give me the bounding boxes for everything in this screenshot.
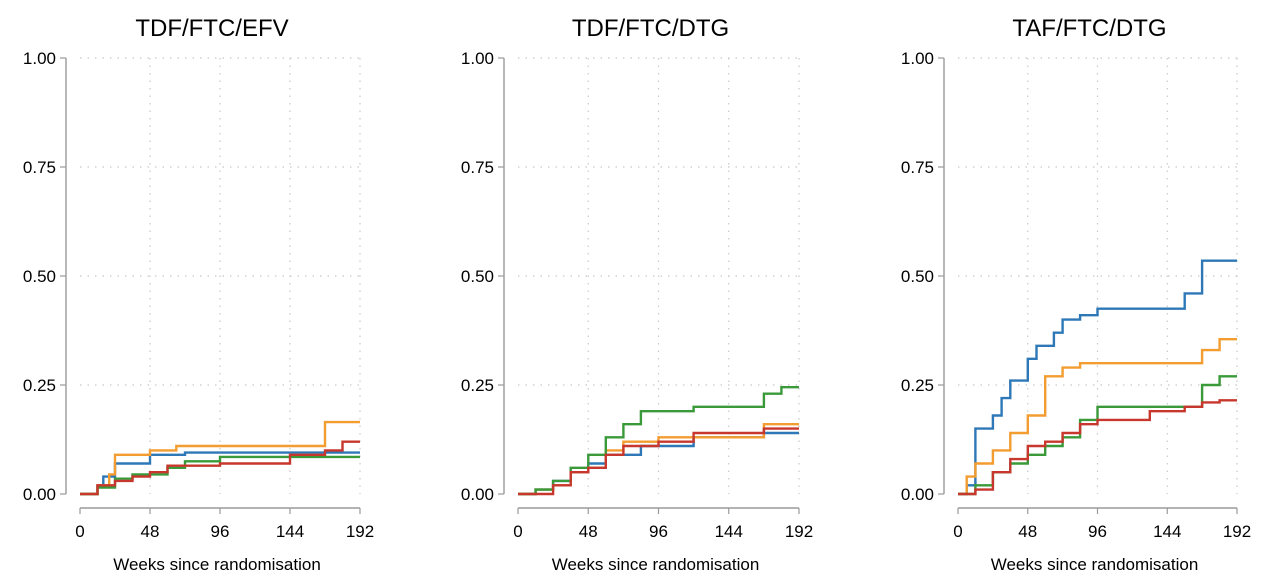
y-tick-label: 0.00 [461,485,494,504]
x-tick-label: 48 [141,522,160,541]
y-tick-label: 1.00 [23,49,56,68]
series-line-2 [958,338,1237,496]
chart-panel-3: TAF/FTC/DTG 0.00 0.25 0.50 0.75 1.00 0 48 96 144 1… [901,15,1251,574]
y-tick-label: 0.00 [901,485,934,504]
chart-panel-1: TDF/FTC/EFV 0.00 0.25 0.50 0.75 1.00 0 48 96 144 1… [23,15,374,574]
panel-title: TDF/FTC/EFV [135,15,288,42]
chart-panel-2: TDF/FTC/DTG 0.00 0.25 0.50 0.75 1.00 0 48 96 144 1… [461,15,813,574]
x-axis-title: Weeks since randomisation [113,555,321,574]
x-tick-label: 0 [75,522,84,541]
y-tick-label: 0.25 [23,376,56,395]
x-tick-label: 0 [953,522,962,541]
x-axis-title: Weeks since randomisation [991,555,1199,574]
x-tick-label: 192 [1223,522,1251,541]
y-tick-label: 0.25 [901,376,934,395]
series-line-4 [958,399,1237,496]
x-tick-label: 48 [1018,522,1037,541]
y-tick-label: 1.00 [901,49,934,68]
y-tick-label: 0.50 [461,267,494,286]
series-line-2 [518,423,799,496]
x-tick-label: 192 [785,522,813,541]
x-tick-label: 96 [1088,522,1107,541]
panel-title: TAF/FTC/DTG [1012,15,1166,42]
x-axis-title: Weeks since randomisation [552,555,760,574]
panels: TDF/FTC/EFV 0.00 0.25 0.50 0.75 1.00 0 48 96 144 1… [23,15,1251,574]
y-tick-label: 0.75 [23,158,56,177]
panel-title: TDF/FTC/DTG [572,15,729,42]
series-line-3 [958,375,1237,496]
y-tick-label: 0.50 [23,267,56,286]
y-tick-label: 0.50 [901,267,934,286]
x-tick-label: 48 [579,522,598,541]
y-tick-label: 0.00 [23,485,56,504]
x-tick-label: 96 [649,522,668,541]
x-tick-label: 144 [1153,522,1181,541]
y-tick-label: 1.00 [461,49,494,68]
series-line-1 [958,259,1237,496]
y-tick-label: 0.75 [461,158,494,177]
x-tick-label: 144 [276,522,304,541]
x-tick-label: 192 [346,522,374,541]
x-tick-label: 0 [513,522,522,541]
x-tick-label: 144 [715,522,743,541]
x-tick-label: 96 [211,522,230,541]
y-tick-label: 0.25 [461,376,494,395]
y-tick-label: 0.75 [901,158,934,177]
series-line-4 [80,440,360,496]
series-line-4 [518,427,799,496]
